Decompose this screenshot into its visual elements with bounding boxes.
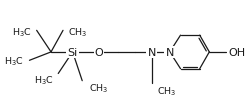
Text: Si: Si (68, 47, 78, 57)
Text: N: N (166, 47, 174, 57)
Text: CH$_3$: CH$_3$ (68, 26, 87, 39)
Text: O: O (95, 47, 104, 57)
Text: N: N (148, 47, 156, 57)
Text: H$_3$C: H$_3$C (34, 74, 54, 86)
Text: H$_3$C: H$_3$C (4, 55, 24, 67)
Text: H$_3$C: H$_3$C (12, 26, 32, 39)
Text: CH$_3$: CH$_3$ (156, 84, 176, 97)
Text: CH$_3$: CH$_3$ (90, 82, 109, 94)
Text: OH: OH (228, 47, 246, 57)
